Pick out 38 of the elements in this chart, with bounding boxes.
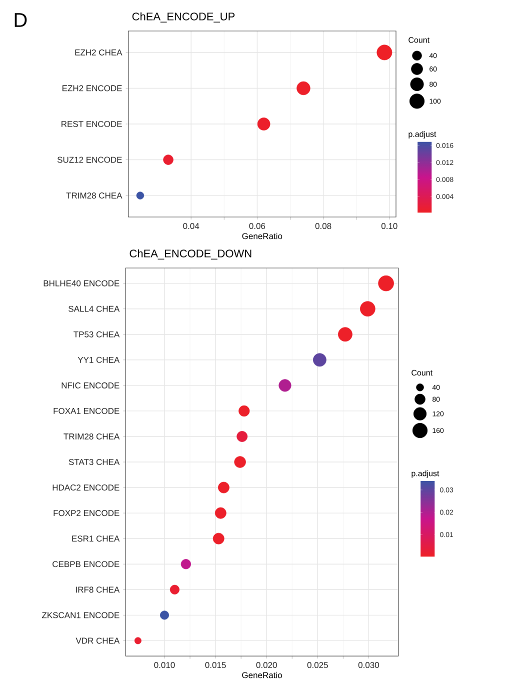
y-tick-label: SALL4 CHEA (68, 306, 120, 312)
x-axis-title: GeneRatio (242, 232, 282, 240)
y-tick-label: EZH2 CHEA (75, 49, 122, 56)
y-tick-label: REST ENCODE (62, 121, 122, 128)
y-tick-label: TRIM28 CHEA (64, 433, 120, 440)
y-tick-label: VDR CHEA (76, 638, 120, 644)
y-tick-label: YY1 CHEA (78, 356, 120, 363)
color-bar-title: p.adjust (408, 131, 436, 139)
y-tick-label: STAT3 CHEA (68, 459, 120, 466)
x-tick-label: 0.08 (315, 223, 332, 230)
x-tick-label: 0.025 (307, 662, 328, 668)
legend-title: Count (412, 370, 432, 376)
x-tick-label: 0.04 (183, 223, 200, 230)
y-tick-label: SUZ12 ENCODE (57, 156, 122, 163)
x-tick-label: 0.010 (154, 662, 175, 668)
y-tick-label: TRIM28 CHEA (66, 192, 122, 199)
chart-title: ChEA_ENCODE_UP (132, 12, 235, 22)
y-tick-label: TP53 CHEA (74, 331, 120, 338)
y-tick-label: FOXP2 ENCODE (54, 510, 120, 516)
y-tick-label: CEBPB ENCODE (52, 561, 120, 568)
y-tick-label: EZH2 ENCODE (62, 85, 122, 92)
color-bar-title: p.adjust (412, 470, 440, 478)
text: D (14, 13, 27, 27)
x-tick-label: 0.06 (249, 223, 266, 230)
y-tick-label: HDAC2 ENCODE (52, 484, 120, 491)
y-tick-label: ZKSCAN1 ENCODE (42, 612, 120, 618)
x-axis-title: GeneRatio (242, 672, 282, 678)
x-tick-label: 0.10 (381, 223, 398, 230)
x-tick-label: 0.015 (205, 662, 226, 668)
legend-title: Count (408, 37, 430, 43)
y-tick-label: BHLHE40 ENCODE (44, 280, 120, 286)
y-tick-label: FOXA1 ENCODE (54, 408, 120, 414)
x-tick-label: 0.030 (358, 662, 379, 668)
x-tick-label: 0.020 (256, 662, 277, 668)
chart-title: ChEA_ENCODE_DOWN (130, 249, 252, 260)
y-tick-label: IRF8 CHEA (76, 586, 120, 593)
y-tick-label: ESR1 CHEA (72, 536, 120, 542)
y-tick-label: NFIC ENCODE (62, 382, 120, 388)
